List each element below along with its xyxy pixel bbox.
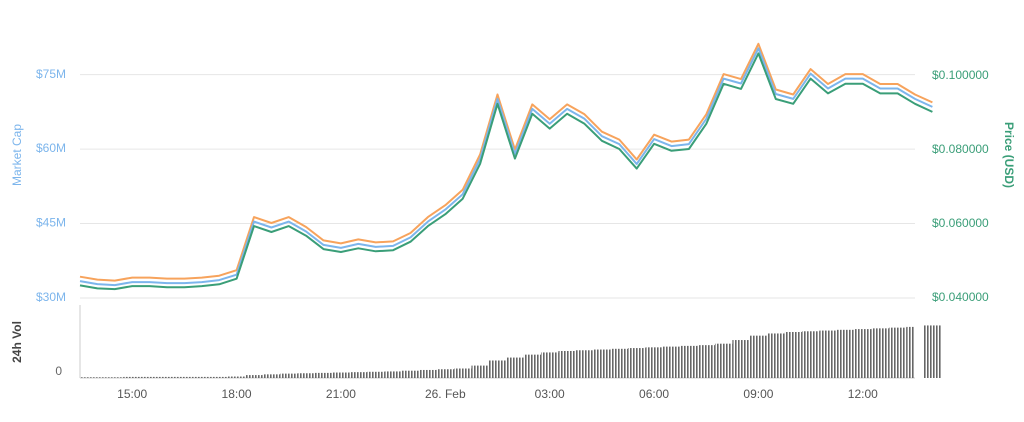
volume-bar [140,376,159,378]
volume-bar [506,357,524,378]
volume-bar [645,347,663,378]
volume-bar [540,352,559,378]
x-tick-label: 09:00 [743,387,773,401]
volume-title: 24h Vol [10,321,24,363]
volume-bar [662,346,681,378]
volume-bar [871,328,889,378]
volume-bar [854,329,872,378]
volume-bar [627,348,646,378]
y-tick-label: $30M [36,290,66,304]
volume-bar [80,377,89,378]
y-axis-title: Market Cap [10,124,24,186]
volume-bar [819,330,837,378]
volume-bar [401,370,420,378]
volume-bar [175,376,194,378]
volume-bar [906,326,915,378]
volume-bar [210,376,228,378]
volume-bar [888,327,907,378]
x-tick-label: 12:00 [848,387,878,401]
volume-bar [384,371,402,378]
x-tick-label: 26. Feb [425,387,466,401]
volume-bar [349,372,368,378]
volume-bar [332,372,350,378]
volume-bar [732,340,750,378]
volume-bar [801,331,820,378]
x-tick-label: 06:00 [639,387,669,401]
volume-bar [297,373,315,378]
volume-bar [262,374,281,378]
volume-bar [523,354,541,378]
volume-bar [158,376,176,378]
series-line [79,42,933,282]
volume-bar [714,343,733,378]
series-line [79,47,933,287]
volume-tick-label: 0 [55,364,62,378]
volume-bar [88,377,107,378]
volume-bar [558,350,576,378]
y2-tick-label: $0.060000 [932,216,989,230]
x-tick-label: 18:00 [222,387,252,401]
x-tick-label: 15:00 [117,387,147,401]
volume-bar [436,369,455,378]
volume-bar [680,345,698,378]
volume-bar [923,325,942,378]
y2-tick-label: $0.040000 [932,290,989,304]
volume-bar [697,345,715,378]
volume-bar [784,332,802,378]
y2-tick-label: $0.100000 [932,68,989,82]
series-line [79,52,933,291]
y-tick-label: $45M [36,216,66,230]
volume-bar [419,369,437,378]
volume-bar [593,349,611,378]
volume-bar [193,376,211,378]
volume-bar [367,371,385,378]
x-tick-label: 21:00 [326,387,356,401]
volume-bar [610,348,628,378]
y-tick-label: $75M [36,67,66,81]
volume-bar [749,335,768,378]
volume-bar [314,372,333,378]
y-tick-label: $60M [36,141,66,155]
volume-bar [454,368,472,378]
y2-axis-title: Price (USD) [1002,122,1016,188]
volume-bar [245,375,263,378]
volume-bar [575,350,594,378]
volume-bar [767,333,785,378]
x-tick-label: 03:00 [535,387,565,401]
volume-bar [836,329,855,378]
volume-bar [280,373,298,378]
volume-bar [471,365,489,378]
volume-bar [488,360,507,378]
y2-tick-label: $0.080000 [932,142,989,156]
volume-bar [106,377,124,378]
volume-bar [227,376,246,378]
volume-bar [123,376,141,378]
